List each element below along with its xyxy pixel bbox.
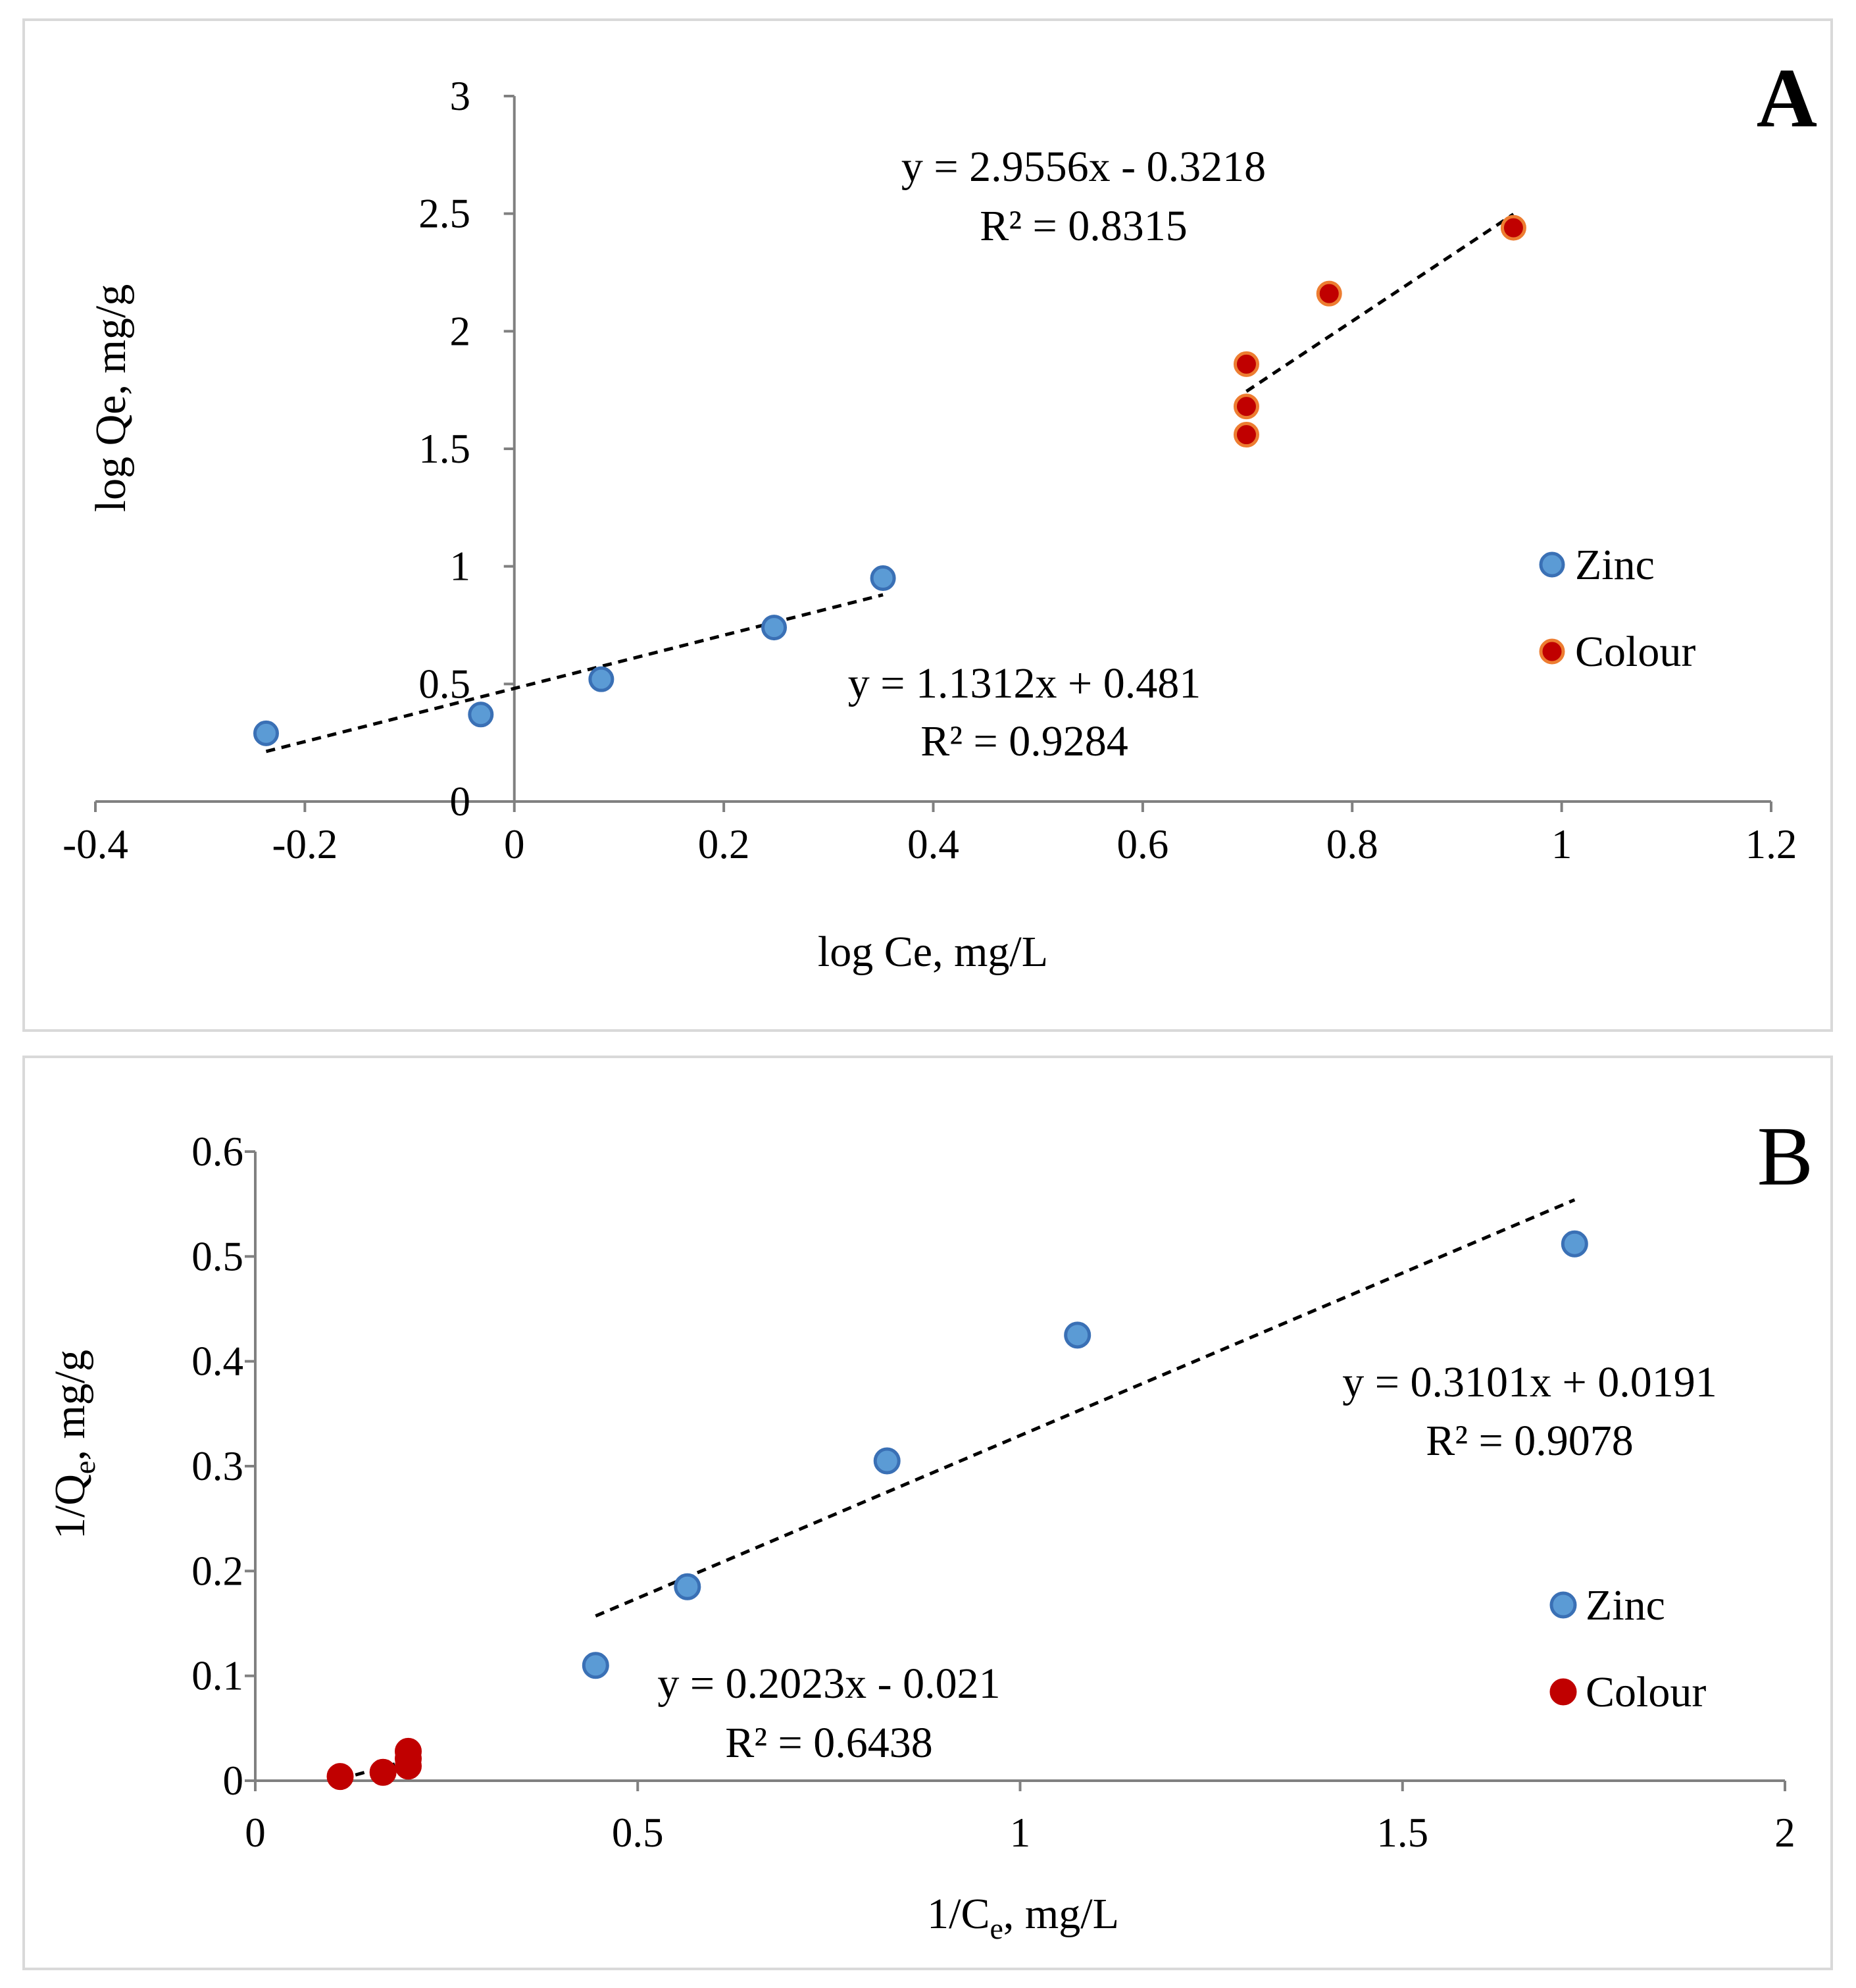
x-tick-label: 1 bbox=[1010, 1810, 1031, 1856]
panel-b-x-axis-title-sub: e bbox=[990, 1912, 1003, 1945]
panel-a-y-tick-labels: 0 0.5 1 1.5 2 2.5 3 bbox=[418, 73, 470, 825]
zinc-data-point bbox=[870, 565, 896, 592]
zinc-data-point bbox=[588, 666, 614, 692]
colour-data-point bbox=[1500, 215, 1526, 241]
x-tick-label: 0 bbox=[245, 1810, 266, 1856]
panel-a-x-axis-title: log Ce, mg/L bbox=[818, 928, 1048, 976]
panel-a-trendlines bbox=[265, 213, 1515, 753]
panel-b-x-axis-title: 1/Ce, mg/L bbox=[927, 1890, 1119, 1945]
x-tick-label: 1.5 bbox=[1376, 1810, 1428, 1856]
panel-b-legend-zinc-label: Zinc bbox=[1586, 1581, 1665, 1629]
panel-b-legend-colour-marker bbox=[1549, 1678, 1577, 1706]
panel-b-x-axis-title-main: 1/C bbox=[927, 1890, 990, 1938]
y-tick-label: 2.5 bbox=[418, 191, 470, 237]
x-tick-label: 0.8 bbox=[1326, 821, 1378, 867]
y-tick-label: 0.3 bbox=[191, 1443, 243, 1489]
y-tick-label: 0.5 bbox=[418, 661, 470, 707]
panel-b-zinc-equation: y = 0.3101x + 0.0191 bbox=[1342, 1358, 1717, 1406]
panel-b-frame bbox=[22, 1056, 1833, 1970]
panel-a-legend-colour-label: Colour bbox=[1575, 628, 1695, 676]
y-tick-label: 0.2 bbox=[191, 1548, 243, 1594]
zinc-data-point bbox=[253, 720, 279, 746]
panel-b: 0 0.5 1 1.5 2 00.10.20.30.40.50.6 B 1/Ce, mg… bbox=[46, 1109, 1813, 1945]
y-tick-label: 0.6 bbox=[191, 1129, 243, 1175]
panel-b-y-axis-title-rest: , mg/g bbox=[46, 1350, 94, 1461]
panel-b-colour-equation: y = 0.2023x - 0.021 bbox=[657, 1660, 1000, 1708]
zinc-trendline bbox=[595, 1198, 1576, 1618]
y-tick-label: 0.1 bbox=[191, 1653, 243, 1699]
zinc-trendline bbox=[265, 593, 884, 753]
colour-data-point bbox=[1233, 394, 1259, 420]
panel-b-y-tick-labels: 0 0.1 0.2 0.3 0.4 0.5 0.6 bbox=[191, 1129, 243, 1804]
y-tick-label: 0.4 bbox=[191, 1338, 243, 1385]
y-tick-label: 2 bbox=[450, 308, 471, 354]
panel-b-x-tick-labels: 0 0.5 1 1.5 2 bbox=[245, 1810, 1795, 1856]
panel-b-y-axis-title-main: 1/Q bbox=[46, 1474, 94, 1539]
x-tick-label: 1.2 bbox=[1745, 821, 1797, 867]
panel-b-points bbox=[326, 1230, 1588, 1791]
x-tick-label: -0.2 bbox=[272, 821, 338, 867]
colour-trendline bbox=[1245, 213, 1515, 393]
zinc-data-point bbox=[468, 701, 494, 728]
panel-b-legend-colour-label: Colour bbox=[1586, 1668, 1706, 1716]
panel-a-letter: A bbox=[1757, 51, 1817, 145]
zinc-data-point bbox=[873, 1447, 901, 1475]
colour-data-point bbox=[369, 1758, 397, 1786]
y-tick-label: 3 bbox=[450, 73, 471, 119]
x-tick-label: 0 bbox=[504, 821, 525, 867]
y-tick-label: 0 bbox=[223, 1758, 244, 1804]
x-tick-label: 1 bbox=[1551, 821, 1572, 867]
panel-a-y-axis-title: log Qe, mg/g bbox=[87, 284, 135, 512]
colour-data-point bbox=[1316, 280, 1342, 307]
panel-a-legend-colour-marker bbox=[1539, 638, 1565, 665]
colour-data-point bbox=[326, 1763, 354, 1791]
panel-a-frame bbox=[22, 18, 1833, 1032]
zinc-data-point bbox=[1064, 1321, 1091, 1349]
panel-a-x-tick-labels: -0.4 -0.2 0 0.2 0.4 0.6 0.8 1 1.2 bbox=[63, 821, 1797, 867]
panel-a-zinc-r2: R² = 0.9284 bbox=[920, 717, 1128, 765]
x-tick-label: 0.5 bbox=[612, 1810, 664, 1856]
panel-a-legend: Zinc Colour bbox=[1539, 541, 1695, 676]
panel-a-colour-r2: R² = 0.8315 bbox=[980, 202, 1188, 250]
x-tick-label: 0.2 bbox=[698, 821, 750, 867]
panel-a-legend-zinc-marker bbox=[1539, 551, 1565, 578]
panel-b-letter: B bbox=[1757, 1109, 1813, 1203]
colour-data-point bbox=[1233, 351, 1259, 377]
zinc-data-point bbox=[582, 1652, 609, 1679]
y-tick-label: 1.5 bbox=[418, 426, 470, 472]
x-tick-label: 2 bbox=[1774, 1810, 1795, 1856]
zinc-data-point bbox=[761, 615, 788, 641]
panel-a-points bbox=[253, 215, 1526, 746]
panel-b-zinc-r2: R² = 0.9078 bbox=[1426, 1417, 1634, 1465]
panel-b-legend: Zinc Colour bbox=[1549, 1581, 1706, 1716]
panel-b-colour-r2: R² = 0.6438 bbox=[725, 1719, 933, 1767]
panel-b-y-axis-title-sub: e bbox=[68, 1461, 101, 1474]
zinc-data-point bbox=[1561, 1230, 1588, 1258]
panel-b-x-axis-title-rest: , mg/L bbox=[1003, 1890, 1119, 1938]
zinc-data-point bbox=[674, 1573, 701, 1600]
panel-a-legend-zinc-label: Zinc bbox=[1575, 541, 1655, 589]
y-tick-label: 1 bbox=[450, 544, 471, 590]
x-tick-label: 0.6 bbox=[1117, 821, 1169, 867]
panel-b-axes bbox=[245, 1150, 1786, 1791]
panel-a: -0.4 -0.2 0 0.2 0.4 0.6 0.8 1 1.2 00.511.522.53 … bbox=[63, 51, 1817, 976]
colour-data-point bbox=[1233, 422, 1259, 448]
panel-b-y-axis-title: 1/Qe, mg/g bbox=[46, 1350, 101, 1539]
panel-b-legend-zinc-marker bbox=[1549, 1591, 1577, 1619]
x-tick-label: 0.4 bbox=[907, 821, 959, 867]
y-tick-label: 0 bbox=[450, 778, 471, 825]
panel-a-zinc-equation: y = 1.1312x + 0.481 bbox=[848, 659, 1201, 707]
panel-a-axes bbox=[94, 95, 1772, 812]
colour-data-point bbox=[395, 1737, 422, 1765]
x-tick-label: -0.4 bbox=[63, 821, 128, 867]
y-tick-label: 0.5 bbox=[191, 1233, 243, 1279]
panel-a-colour-equation: y = 2.9556x - 0.3218 bbox=[901, 143, 1266, 191]
